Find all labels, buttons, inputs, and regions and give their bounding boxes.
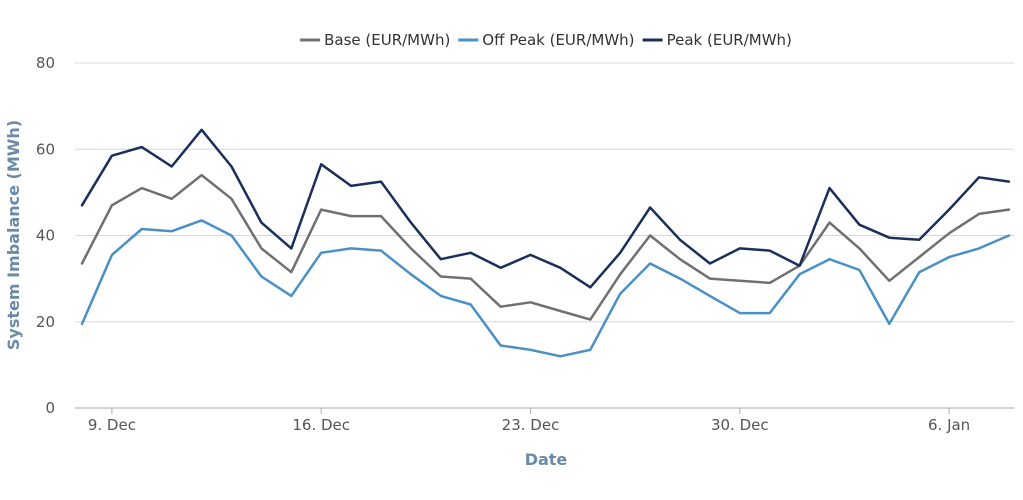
y-axis-title: System Imbalance (MWh) — [4, 120, 23, 350]
legend-item[interactable]: Peak (EUR/MWh) — [642, 31, 792, 49]
x-axis-title: Date — [525, 450, 568, 469]
grid-lines — [75, 62, 1014, 409]
x-tick-label: 23. Dec — [502, 416, 560, 434]
x-tick-label: 6. Jan — [928, 416, 970, 434]
y-tick-label: 60 — [36, 140, 55, 158]
legend-label: Base (EUR/MWh) — [324, 31, 450, 49]
y-tick-label: 20 — [36, 313, 55, 331]
legend: Base (EUR/MWh) Off Peak (EUR/MWh) Peak (EU… — [300, 31, 792, 49]
series-line-1[interactable] — [80, 219, 1011, 358]
legend-label: Peak (EUR/MWh) — [667, 31, 792, 49]
y-tick-label: 0 — [45, 399, 55, 417]
y-axis-ticks: 0 20 40 60 80 — [36, 54, 55, 417]
x-tick-label: 16. Dec — [292, 416, 350, 434]
y-tick-label: 80 — [36, 54, 55, 72]
y-tick-label: 40 — [36, 227, 55, 245]
series-lines — [80, 128, 1011, 358]
series-line-0[interactable] — [80, 173, 1011, 321]
x-tick-label: 30. Dec — [711, 416, 769, 434]
legend-item[interactable]: Base (EUR/MWh) — [300, 31, 450, 49]
x-axis-ticks: 9. Dec 16. Dec 23. Dec 30. Dec 6. Jan — [88, 408, 970, 434]
x-tick-label: 9. Dec — [88, 416, 136, 434]
series-line-2[interactable] — [80, 128, 1011, 289]
legend-label: Off Peak (EUR/MWh) — [482, 31, 634, 49]
legend-item[interactable]: Off Peak (EUR/MWh) — [458, 31, 635, 49]
